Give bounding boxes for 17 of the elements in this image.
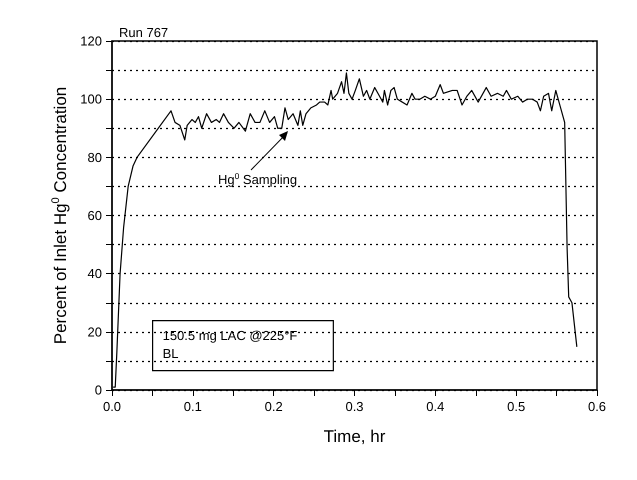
x-axis-title: Time, hr <box>324 427 386 446</box>
x-tick-label: 0.2 <box>264 399 283 414</box>
y-tick-label: 40 <box>88 266 102 282</box>
x-tick-label: 0.3 <box>345 399 364 414</box>
x-tick-label: 0.5 <box>507 399 526 414</box>
y-tick-label: 0 <box>94 382 102 398</box>
y-axis-title: Percent of Inlet Hg0 Concentration <box>50 86 70 344</box>
x-tick-label: 0.0 <box>102 399 122 414</box>
y-tick-label: 80 <box>88 150 102 165</box>
y-tick-label: 20 <box>88 324 102 340</box>
y-tick-label: 120 <box>80 34 102 48</box>
x-tick-label: 0.4 <box>426 399 444 414</box>
y-tick-label: 100 <box>80 92 102 107</box>
y-tick-label: 60 <box>88 208 102 223</box>
x-tick-label: 0.6 <box>588 399 606 414</box>
x-tick-label: 0.1 <box>184 399 202 414</box>
chart-title: Run 767 <box>119 25 168 40</box>
